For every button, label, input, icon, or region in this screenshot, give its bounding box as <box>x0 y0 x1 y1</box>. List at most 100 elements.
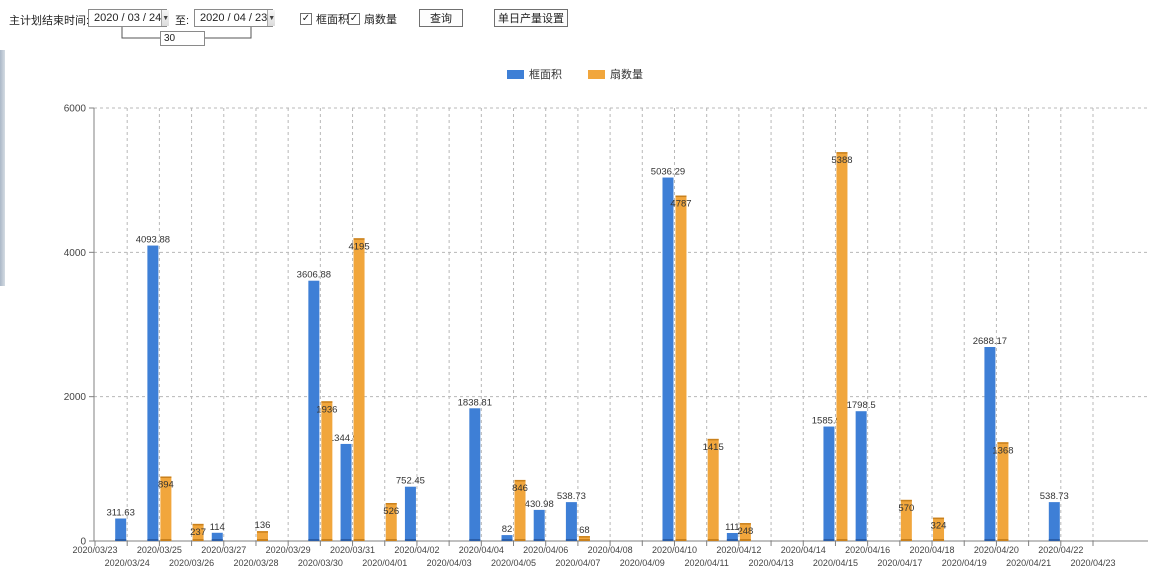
query-button[interactable]: 查询 <box>419 9 463 27</box>
fan-count-checkbox[interactable]: ✓ 扇数量 <box>348 11 397 27</box>
bar-top-shade <box>933 517 945 520</box>
bar-base-shade <box>855 539 867 541</box>
bar-frame-area <box>984 347 996 541</box>
bar-base-shade <box>726 539 738 541</box>
legend-frame-area: 框面积 <box>507 66 562 82</box>
bar-base-shade <box>823 539 835 541</box>
bar-fan-count <box>160 476 172 541</box>
interval-days-input[interactable]: 30 <box>160 31 205 46</box>
legend-fan-count-label: 扇数量 <box>610 69 643 81</box>
x-tick-label: 2020/04/04 <box>459 545 504 555</box>
bar-fan-count <box>353 238 365 541</box>
toolbar: 主计划结束时间: 2020 / 03 / 24 ▼ 至: 2020 / 04 /… <box>0 0 1150 50</box>
bar-frame-area <box>211 532 223 541</box>
bar-fan-count <box>256 531 268 541</box>
x-tick-label: 2020/04/22 <box>1038 545 1083 555</box>
x-tick-label: 2020/04/23 <box>1070 558 1115 568</box>
bar-frame-area <box>823 426 835 541</box>
bar-top-shade <box>256 531 268 533</box>
bar-value-label: 846 <box>512 483 528 494</box>
fan-count-swatch-icon <box>588 69 605 79</box>
bar-fan-count <box>514 479 526 541</box>
bar-value-label: 324 <box>931 521 947 532</box>
bar-value-label: 538.73 <box>1040 491 1069 502</box>
bar-base-shade <box>984 539 996 541</box>
bar-frame-area <box>533 509 545 541</box>
bar-frame-area <box>308 280 320 541</box>
bar-top-shade <box>385 503 397 505</box>
bar-base-shade <box>308 539 320 541</box>
x-tick-label: 2020/03/24 <box>105 558 150 568</box>
bar-fan-count <box>739 523 751 541</box>
x-tick-label: 2020/03/25 <box>137 545 182 555</box>
bar-value-label: 2688.17 <box>973 336 1007 347</box>
bar-base-shade <box>340 539 352 541</box>
bar-top-shade <box>997 442 1009 444</box>
bar-top-shade <box>192 523 204 526</box>
date-from-value: 2020 / 03 / 24 <box>94 12 162 24</box>
bar-value-label: 1936 <box>316 404 337 415</box>
chevron-down-icon[interactable]: ▼ <box>161 10 170 26</box>
x-tick-label: 2020/04/15 <box>813 558 858 568</box>
x-tick-label: 2020/03/26 <box>169 558 214 568</box>
bar-value-label: 570 <box>898 503 914 514</box>
bar-value-label: 237 <box>190 527 206 538</box>
bar-value-label: 1798.5 <box>847 400 876 411</box>
x-tick-label: 2020/04/17 <box>877 558 922 568</box>
bar-value-label: 1585.96 <box>812 416 846 427</box>
x-tick-label: 2020/04/05 <box>491 558 536 568</box>
bar-value-label: 5036.29 <box>651 167 685 178</box>
bar-base-shade <box>115 539 127 541</box>
bar-top-shade <box>836 152 848 154</box>
bar-value-label: 82 <box>502 524 513 535</box>
bar-frame-area <box>404 486 416 541</box>
bar-value-label: 3606.88 <box>297 270 331 281</box>
bar-frame-area <box>662 177 674 542</box>
x-tick-label: 2020/03/31 <box>330 545 375 555</box>
bar-value-label: 114 <box>210 522 225 533</box>
bar-top-shade <box>578 536 590 538</box>
bar-value-label: 752.45 <box>396 476 425 487</box>
bar-base-shade <box>933 539 945 541</box>
bar-fan-count <box>836 152 848 541</box>
x-tick-label: 2020/03/28 <box>233 558 278 568</box>
bar-value-label: 4093.88 <box>136 235 170 246</box>
bar-value-label: 111 <box>725 522 739 533</box>
bar-base-shade <box>192 539 204 541</box>
x-tick-label: 2020/04/11 <box>684 558 728 568</box>
x-tick-label: 2020/04/03 <box>427 558 472 568</box>
chart-legend: 框面积 扇数量 <box>0 66 1150 82</box>
x-tick-label: 2020/04/12 <box>716 545 761 555</box>
bar-frame-area <box>726 532 738 541</box>
date-from-combobox[interactable]: 2020 / 03 / 24 ▼ <box>88 9 170 27</box>
x-tick-label: 2020/04/07 <box>555 558 600 568</box>
bar-top-shade <box>739 523 751 525</box>
y-tick-label: 4000 <box>64 248 87 259</box>
bar-base-shade <box>836 539 848 541</box>
checkmark-icon: ✓ <box>348 13 360 25</box>
bar-fan-count <box>675 195 687 542</box>
x-tick-label: 2020/04/19 <box>942 558 987 568</box>
x-tick-label: 2020/04/01 <box>362 558 407 568</box>
bar-value-label: 136 <box>255 520 271 531</box>
bar-top-shade <box>675 195 687 198</box>
bar-value-label: 4195 <box>348 241 369 252</box>
frame-area-checkbox-label: 框面积 <box>316 14 349 26</box>
bar-value-label: 4787 <box>670 199 691 210</box>
x-tick-label: 2020/04/21 <box>1006 558 1051 568</box>
bar-base-shade <box>353 539 365 541</box>
bar-base-shade <box>565 539 577 541</box>
bar-value-label: 430.98 <box>525 499 554 510</box>
x-tick-label: 2020/04/13 <box>749 558 794 568</box>
fan-count-checkbox-label: 扇数量 <box>364 14 397 26</box>
chevron-down-icon[interactable]: ▼ <box>267 10 276 26</box>
date-to-combobox[interactable]: 2020 / 04 / 23 ▼ <box>194 9 276 27</box>
frame-area-checkbox[interactable]: ✓ 框面积 <box>300 11 349 27</box>
daily-output-settings-button[interactable]: 单日产量设置 <box>494 9 568 27</box>
bar-fan-count <box>321 401 333 541</box>
bar-fan-count <box>385 503 397 541</box>
bar-value-label: 1415 <box>703 442 724 453</box>
bar-fan-count <box>900 499 912 541</box>
bar-top-shade <box>160 476 172 478</box>
